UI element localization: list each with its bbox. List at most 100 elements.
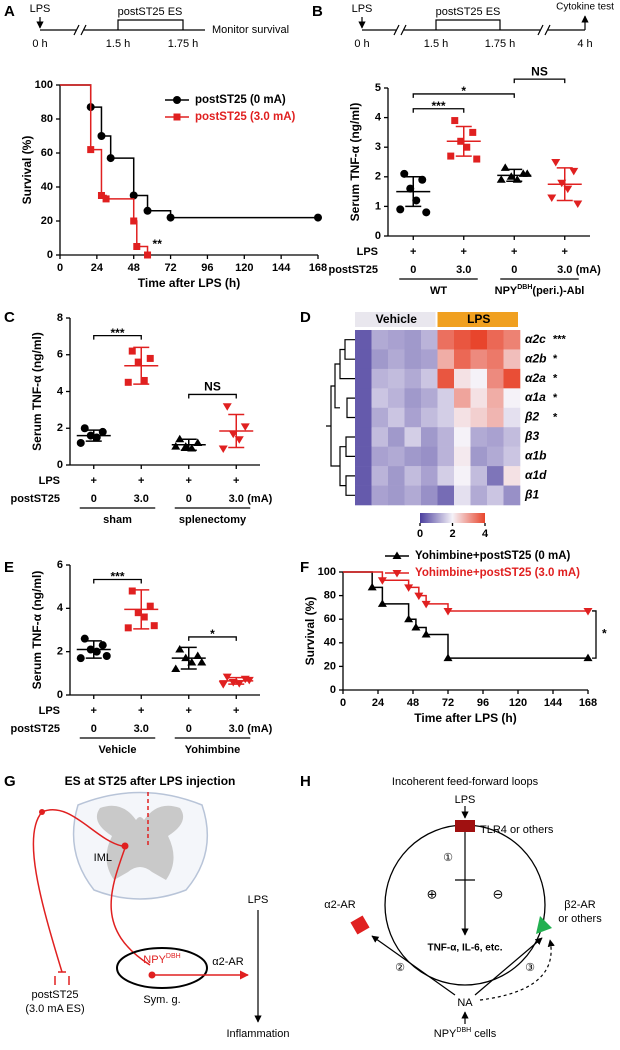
group-label: Vehicle xyxy=(99,744,137,756)
dose-cell: 0 xyxy=(91,723,97,735)
y-axis-title: Survival (%) xyxy=(303,597,317,666)
significance-label: *** xyxy=(110,326,124,340)
label-part: WT xyxy=(430,285,447,297)
label-sup: DBH xyxy=(456,1027,471,1034)
row-label: β1 xyxy=(524,487,539,501)
point xyxy=(406,184,415,193)
heat-cell xyxy=(371,427,389,447)
point xyxy=(421,630,431,638)
group-label: WT xyxy=(430,285,447,297)
lps-cell: + xyxy=(562,246,568,258)
diagram-title: ES at ST25 after LPS injection xyxy=(65,774,236,788)
lps-cell: + xyxy=(91,475,97,487)
x-tick-label: 168 xyxy=(579,697,597,709)
label-part: Vehicle xyxy=(99,744,137,756)
heat-cell xyxy=(454,368,471,389)
heat-cell xyxy=(388,349,405,370)
group-label: Yohimbine xyxy=(185,744,240,756)
npy-label: NPYDBH xyxy=(143,953,180,966)
legend-marker xyxy=(392,551,402,559)
heat-cell xyxy=(355,330,372,350)
point xyxy=(421,600,431,609)
point xyxy=(414,592,424,601)
point xyxy=(133,243,141,250)
timeline-bracket xyxy=(435,19,501,30)
lps-cell: + xyxy=(186,705,192,717)
label-part: NPY xyxy=(143,954,166,966)
heat-cell xyxy=(355,427,372,447)
beta2-receptor xyxy=(536,916,552,934)
heat-cell xyxy=(371,368,389,389)
point xyxy=(166,213,175,222)
row-label: α2b xyxy=(525,351,546,365)
ganglion-label: Sym. g. xyxy=(143,994,180,1006)
point xyxy=(175,645,185,653)
group-label: NPYDBH(peri.)-Abl xyxy=(495,284,585,297)
timeline-label: Cytokine test xyxy=(556,2,614,13)
timeline-label: postST25 ES xyxy=(436,6,501,18)
heat-cell xyxy=(503,330,521,350)
y-tick-label: 4 xyxy=(57,602,64,614)
x-tick-label: 144 xyxy=(272,262,291,274)
heat-cell xyxy=(437,407,455,428)
x-tick-label: 120 xyxy=(509,697,527,709)
heat-cell xyxy=(404,368,422,389)
x-tick-label: 144 xyxy=(544,697,563,709)
significance-bracket xyxy=(412,93,515,98)
point xyxy=(400,169,409,178)
heat-cell xyxy=(437,446,455,467)
row-label: postST25 xyxy=(328,264,378,276)
afferent-fiber xyxy=(32,809,123,973)
iml-label: IML xyxy=(94,852,112,864)
panel-label: E xyxy=(4,559,14,576)
heat-cell xyxy=(503,368,521,389)
y-tick-label: 100 xyxy=(318,566,336,578)
y-tick-label: 0 xyxy=(330,684,336,696)
heat-cell xyxy=(470,330,488,350)
legend-label: postST25 (3.0 mA) xyxy=(195,111,295,123)
heat-cell xyxy=(487,349,504,370)
legend-label: Yohimbine+postST25 (3.0 mA) xyxy=(415,567,580,579)
lps-cell: + xyxy=(511,246,517,258)
legend-marker xyxy=(392,570,402,578)
heat-cell xyxy=(487,388,504,409)
heat-cell xyxy=(437,466,455,486)
group-label: sham xyxy=(103,514,132,526)
row-stars: * xyxy=(553,411,558,423)
heat-cell xyxy=(503,407,521,428)
x-tick-label: 24 xyxy=(372,697,385,709)
beta-label: or others xyxy=(558,913,602,925)
significance-bracket xyxy=(412,108,465,113)
step-1: ① xyxy=(443,852,453,864)
significance-label: NS xyxy=(531,64,548,78)
y-tick-label: 4 xyxy=(375,112,382,124)
annotation: ** xyxy=(153,237,163,251)
y-axis-title: Serum TNF-α (ng/ml) xyxy=(30,332,44,451)
heat-cell xyxy=(404,446,422,467)
y-tick-label: 0 xyxy=(47,249,53,261)
point xyxy=(102,195,110,203)
x-tick-label: 0 xyxy=(340,697,346,709)
timeline-time: 0 h xyxy=(32,38,47,50)
heat-cell xyxy=(421,368,438,389)
row-stars: * xyxy=(553,373,558,385)
heat-cell xyxy=(437,485,455,506)
point xyxy=(447,152,455,160)
unit-label: (mA) xyxy=(247,493,272,505)
y-tick-label: 6 xyxy=(57,559,63,571)
path-2 xyxy=(371,935,456,996)
step-3: ③ xyxy=(525,962,535,974)
point xyxy=(102,652,111,660)
lps-label: LPS xyxy=(455,794,476,806)
row-label: LPS xyxy=(39,705,60,717)
panel-label: F xyxy=(300,559,309,576)
significance-label: * xyxy=(210,627,215,641)
y-tick-label: 80 xyxy=(324,590,336,602)
timeline-label: LPS xyxy=(352,3,373,15)
significance-label: * xyxy=(461,84,466,98)
label-sup: DBH xyxy=(517,284,532,291)
heat-cell xyxy=(421,466,438,486)
heat-cell xyxy=(487,407,504,428)
y-tick-label: 6 xyxy=(57,349,63,361)
heat-cell xyxy=(470,388,488,409)
